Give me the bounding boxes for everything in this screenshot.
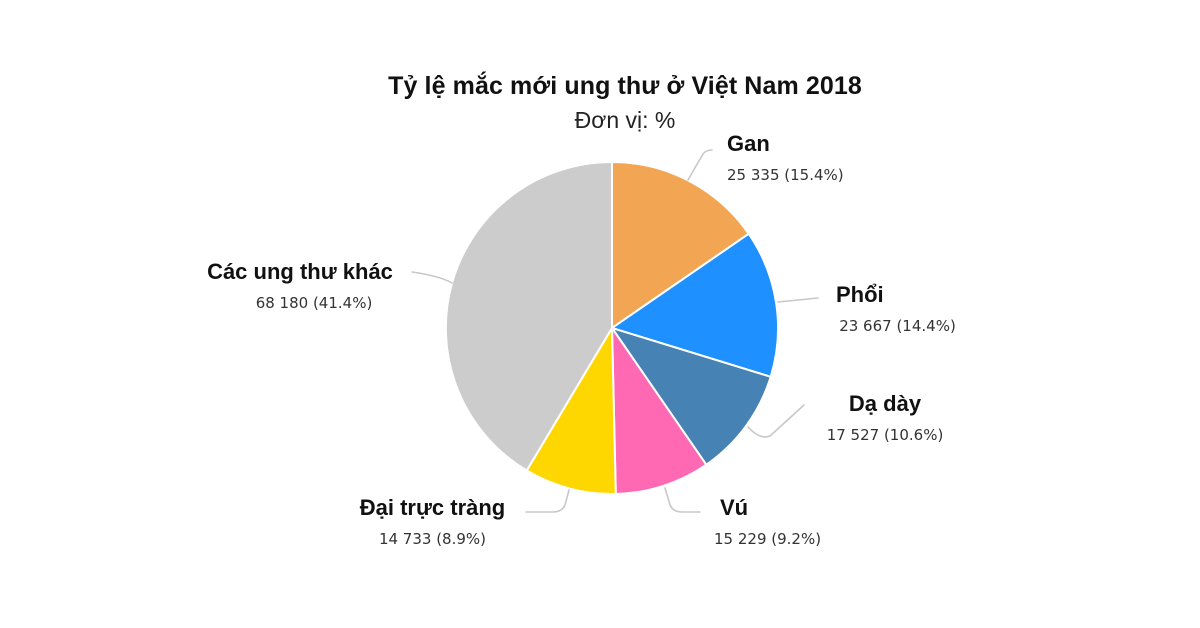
label-vu: Vú 15 229 (9.2%) xyxy=(714,495,839,549)
label-cac-ung-thu-khac: Các ung thư khác 68 180 (41.4%) xyxy=(190,259,410,313)
label-name: Phổi xyxy=(836,282,884,307)
label-phoi: Phổi 23 667 (14.4%) xyxy=(830,282,965,336)
label-dai-truc-trang: Đại trực tràng 14 733 (8.9%) xyxy=(345,495,520,549)
chart-title: Tỷ lệ mắc mới ung thư ở Việt Nam 2018 xyxy=(388,72,862,100)
label-value: 17 527 (10.6%) xyxy=(826,426,944,444)
label-name: Các ung thư khác xyxy=(207,259,393,284)
slice-da-day[interactable] xyxy=(609,326,772,467)
label-gan: Gan 25 335 (15.4%) xyxy=(727,131,844,185)
label-value: 23 667 (14.4%) xyxy=(839,317,956,335)
leader-line-cac-ung-thu-khac xyxy=(411,271,453,284)
leader-line-vu xyxy=(664,487,701,513)
leader-line-da-day xyxy=(747,404,805,438)
label-value: 25 335 (15.4%) xyxy=(727,166,844,184)
slice-vu[interactable] xyxy=(610,324,708,496)
slice-dai-truc-trang[interactable] xyxy=(525,324,617,496)
chart-subtitle: Đơn vị: % xyxy=(574,107,676,133)
label-value: 15 229 (9.2%) xyxy=(714,530,822,548)
label-da-day: Dạ dày 17 527 (10.6%) xyxy=(815,391,955,445)
label-name: Gan xyxy=(727,131,770,156)
slice-phoi[interactable] xyxy=(609,232,779,379)
label-name: Dạ dày xyxy=(848,391,922,416)
slice-gan[interactable] xyxy=(611,160,751,330)
label-value: 14 733 (8.9%) xyxy=(378,530,487,548)
label-name: Đại trực tràng xyxy=(359,495,506,520)
leader-line-phoi xyxy=(777,297,819,303)
label-value: 68 180 (41.4%) xyxy=(255,294,373,312)
leader-line-gan xyxy=(687,149,713,181)
leader-line-dai-truc-trang xyxy=(525,489,570,513)
label-name: Vú xyxy=(720,495,749,520)
